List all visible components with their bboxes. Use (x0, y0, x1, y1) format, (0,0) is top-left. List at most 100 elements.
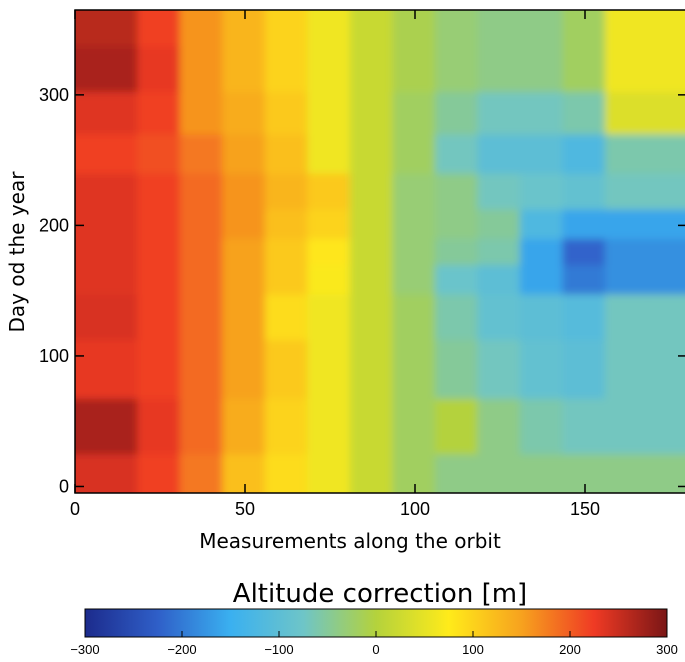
heatmap-cell (392, 453, 436, 493)
heatmap-cell (94, 293, 139, 341)
heatmap-cell (562, 10, 606, 47)
heatmap-cell (179, 91, 224, 135)
heatmap-cell (519, 172, 564, 210)
y-tick-label: 100 (39, 346, 69, 366)
heatmap-cell (94, 397, 139, 455)
heatmap-cell (604, 10, 649, 47)
heatmap-cell (179, 397, 224, 455)
heatmap-cell (647, 133, 685, 174)
plot-frame (74, 9, 685, 494)
heatmap-cell (137, 91, 181, 135)
heatmap-cell (434, 10, 479, 47)
y-axis: 0 100 200 300 (39, 85, 685, 496)
heatmap-cell (477, 45, 521, 93)
heatmap-cell (392, 91, 436, 135)
heatmap-cell (647, 293, 685, 341)
heatmap-cell (604, 91, 649, 135)
heatmap-cell (477, 453, 521, 493)
x-tick-label: 100 (400, 499, 430, 519)
heatmap-cell (519, 45, 564, 93)
heatmap-cell (222, 208, 266, 239)
heatmap-cell (137, 10, 181, 47)
heatmap-plot: 0 50 100 150 0 100 200 300 Measurements along … (5, 9, 685, 553)
heatmap-cell (179, 237, 224, 266)
heatmap-cell (349, 237, 394, 266)
heatmap-cell (434, 293, 479, 341)
heatmap-cell (647, 10, 685, 47)
heatmap-cells (75, 10, 685, 493)
heatmap-cell (75, 133, 96, 174)
heatmap-cell (75, 453, 96, 493)
heatmap-cell (264, 208, 309, 239)
heatmap-cell (562, 45, 606, 93)
heatmap-cell (137, 339, 181, 399)
heatmap-cell (179, 339, 224, 399)
heatmap-cell (94, 339, 139, 399)
heatmap-cell (94, 91, 139, 135)
heatmap-cell (392, 264, 436, 295)
heatmap-cell (604, 172, 649, 210)
colorbar-tick-label: −200 (167, 642, 196, 657)
heatmap-cell (519, 453, 564, 493)
heatmap-cell (94, 172, 139, 210)
y-tick-label: 300 (39, 85, 69, 105)
heatmap-cell (307, 208, 351, 239)
heatmap-cell (519, 237, 564, 266)
heatmap-cell (179, 453, 224, 493)
heatmap-cell (222, 91, 266, 135)
heatmap-cell (604, 237, 649, 266)
heatmap-cell (75, 397, 96, 455)
heatmap-cell (349, 397, 394, 455)
x-tick-label: 0 (70, 499, 80, 519)
heatmap-cell (434, 45, 479, 93)
heatmap-cell (264, 172, 309, 210)
heatmap-cell (562, 91, 606, 135)
heatmap-cell (562, 237, 606, 266)
colorbar-tick-label: 100 (462, 642, 484, 657)
heatmap-cell (307, 91, 351, 135)
heatmap-cell (222, 45, 266, 93)
heatmap-cell (75, 172, 96, 210)
heatmap-cell (94, 208, 139, 239)
heatmap-cell (392, 208, 436, 239)
heatmap-cell (519, 397, 564, 455)
heatmap-cell (392, 133, 436, 174)
heatmap-cell (307, 45, 351, 93)
heatmap-cell (434, 172, 479, 210)
heatmap-cell (647, 264, 685, 295)
heatmap-cell (477, 397, 521, 455)
heatmap-cell (562, 208, 606, 239)
colorbar-tick-label: −100 (264, 642, 293, 657)
heatmap-cell (434, 133, 479, 174)
heatmap-cell (137, 172, 181, 210)
heatmap-cell (562, 293, 606, 341)
heatmap-cell (137, 397, 181, 455)
heatmap-cell (434, 208, 479, 239)
heatmap-cell (604, 397, 649, 455)
heatmap-cell (477, 339, 521, 399)
heatmap-cell (519, 208, 564, 239)
heatmap-cell (647, 237, 685, 266)
heatmap-cell (434, 237, 479, 266)
y-axis-title: Day od the year (5, 171, 29, 333)
heatmap-cell (519, 293, 564, 341)
heatmap-cell (75, 91, 96, 135)
heatmap-cell (477, 237, 521, 266)
heatmap-cell (75, 339, 96, 399)
heatmap-cell (647, 339, 685, 399)
heatmap-cell (137, 264, 181, 295)
heatmap-cell (604, 339, 649, 399)
heatmap-cell (307, 237, 351, 266)
heatmap-cell (519, 339, 564, 399)
heatmap-cell (222, 453, 266, 493)
heatmap-cell (94, 237, 139, 266)
heatmap-cell (307, 339, 351, 399)
heatmap-cell (94, 264, 139, 295)
heatmap-cell (434, 91, 479, 135)
x-axis-title: Measurements along the orbit (199, 529, 501, 553)
heatmap-cell (477, 91, 521, 135)
heatmap-cell (392, 172, 436, 210)
heatmap-cell (477, 172, 521, 210)
heatmap-cell (222, 264, 266, 295)
heatmap-cell (519, 10, 564, 47)
